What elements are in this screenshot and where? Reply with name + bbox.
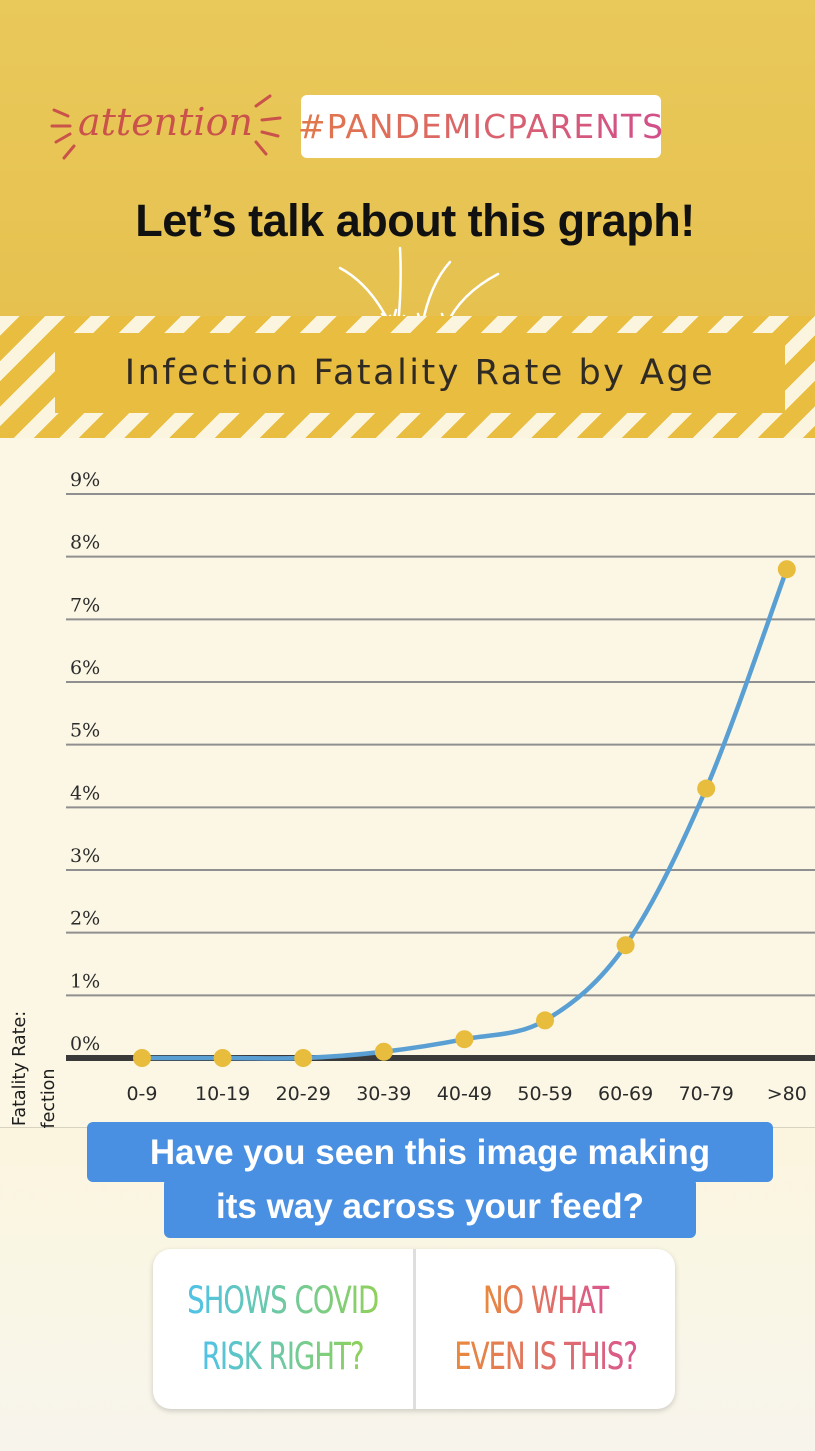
poll-option-no[interactable]: NO WHAT EVEN IS THIS? <box>439 1249 652 1409</box>
poll-option-no-line2: EVEN IS THIS? <box>453 1335 638 1378</box>
poll-option-no-line1: NO WHAT <box>482 1279 609 1322</box>
y-tick-label: 0% <box>70 1033 100 1055</box>
data-point <box>213 1049 232 1067</box>
poll-option-no-label: NO WHAT EVEN IS THIS? <box>453 1273 638 1385</box>
y-tick-label: 1% <box>70 970 100 992</box>
x-tick-label: >80 <box>767 1083 807 1105</box>
x-tick-label: 10-19 <box>195 1083 250 1105</box>
poll-option-yes-line2: RISK RIGHT? <box>201 1335 365 1378</box>
question-line-1: Have you seen this image making <box>87 1122 773 1182</box>
chart-title-box: Infection Fatality Rate by Age <box>55 333 785 413</box>
attention-sticker: attention <box>48 88 288 168</box>
data-point <box>616 936 635 955</box>
y-tick-label: 8% <box>70 532 100 554</box>
data-point <box>455 1030 474 1049</box>
attention-sparks-icon <box>50 94 282 160</box>
y-tick-label: 7% <box>70 594 100 616</box>
poll-sticker: SHOWS COVID RISK RIGHT? NO WHAT EVEN IS … <box>153 1249 675 1409</box>
headline: Let’s talk about this graph! <box>135 195 695 246</box>
y-axis-label-line2: Predicted Chance of Death Per Infection <box>39 1069 59 1128</box>
y-tick-label: 4% <box>70 782 100 804</box>
y-tick-label: 6% <box>70 657 100 679</box>
question-line-2: its way across your feed? <box>164 1178 696 1238</box>
data-point <box>374 1042 393 1061</box>
y-tick-label: 2% <box>70 908 100 930</box>
poll-option-yes-line1: SHOWS COVID <box>187 1279 379 1322</box>
poll-divider <box>412 1249 416 1409</box>
data-point <box>697 779 716 798</box>
header-background <box>0 0 815 316</box>
y-axis-label-line1: Infection Fatality Rate: <box>10 1011 30 1128</box>
hashtag-text: #PANDEMICPARENTS <box>297 107 665 146</box>
chart-area: 0% 1% 2% 3% 4% 5% 6% 7% 8% 9% 0-9 10-19 20-29 30-39 4… <box>0 438 815 1128</box>
x-tick-label: 40-49 <box>437 1083 492 1105</box>
line-chart: 0% 1% 2% 3% 4% 5% 6% 7% 8% 9% 0-9 10-19 20-29 30-39 4… <box>10 469 815 1128</box>
data-point <box>133 1049 151 1067</box>
x-tick-label: 30-39 <box>356 1083 411 1105</box>
poll-option-yes[interactable]: SHOWS COVID RISK RIGHT? <box>176 1249 389 1409</box>
data-point <box>536 1011 554 1030</box>
data-point <box>777 560 796 579</box>
x-tick-label: 60-69 <box>598 1083 653 1105</box>
poll-option-yes-label: SHOWS COVID RISK RIGHT? <box>187 1273 379 1385</box>
series-line <box>142 568 789 1061</box>
x-tick-label: 50-59 <box>517 1083 572 1105</box>
attention-word: attention <box>78 100 253 144</box>
x-tick-label: 0-9 <box>126 1083 157 1105</box>
y-tick-label: 9% <box>70 469 100 491</box>
y-tick-label: 5% <box>70 720 100 742</box>
x-tick-label: 70-79 <box>679 1083 734 1105</box>
chart-title: Infection Fatality Rate by Age <box>124 353 716 393</box>
data-point <box>294 1049 313 1067</box>
x-tick-label: 20-29 <box>276 1083 331 1105</box>
hashtag-sticker[interactable]: #PANDEMICPARENTS <box>297 95 665 158</box>
y-tick-label: 3% <box>70 845 100 867</box>
